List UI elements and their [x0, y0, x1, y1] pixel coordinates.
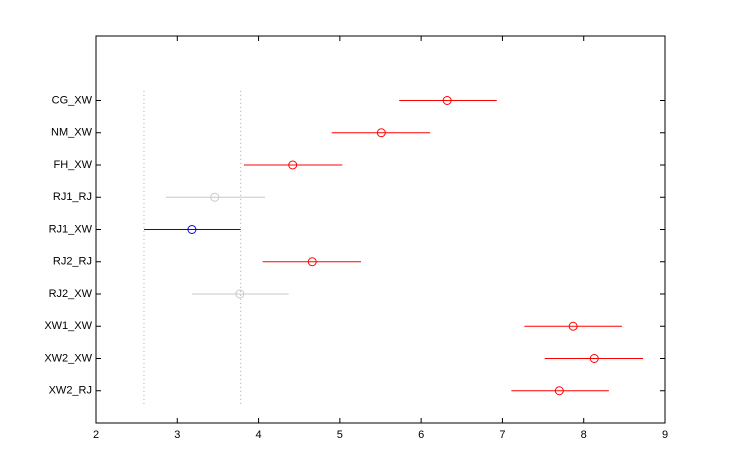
y-tick-label: FH_XW: [54, 159, 93, 171]
y-tick-label: RJ1_RJ: [53, 191, 92, 203]
x-tick-label: 3: [174, 429, 180, 441]
y-tick-label: XW2_RJ: [49, 385, 92, 397]
x-tick-label: 9: [662, 429, 668, 441]
x-tick-label: 5: [337, 429, 343, 441]
point: [376, 128, 386, 138]
y-tick-label: XW1_XW: [44, 320, 92, 332]
y-tick-label: RJ1_XW: [49, 223, 93, 235]
point: [307, 257, 317, 267]
x-tick-label: 4: [256, 429, 262, 441]
point: [568, 321, 578, 331]
y-tick-label: NM_XW: [51, 127, 93, 139]
point: [288, 160, 298, 170]
x-tick-label: 2: [93, 429, 99, 441]
point: [235, 289, 245, 299]
point: [442, 96, 452, 105]
y-tick-label: RJ2_RJ: [53, 256, 92, 268]
y-tick-label: XW2_XW: [44, 352, 92, 364]
point: [210, 192, 220, 202]
x-tick-label: 6: [418, 429, 424, 441]
x-tick-label: 7: [499, 429, 505, 441]
point: [554, 386, 564, 396]
y-tick-label: RJ2_XW: [49, 288, 93, 300]
x-tick-label: 8: [581, 429, 587, 441]
point: [589, 354, 599, 363]
point: [187, 225, 197, 234]
y-tick-label: CG_XW: [52, 94, 93, 106]
